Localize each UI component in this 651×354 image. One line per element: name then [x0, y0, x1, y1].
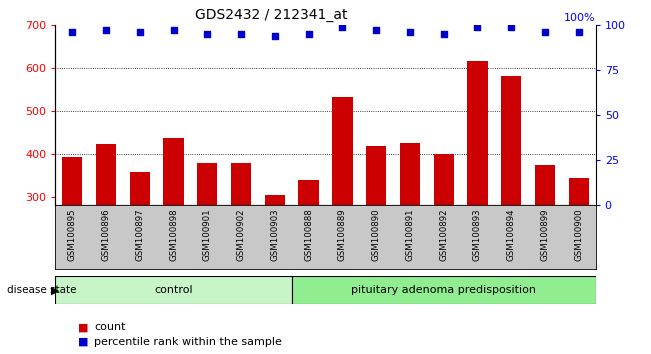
Text: disease state: disease state	[7, 285, 76, 295]
Point	[202, 31, 212, 37]
Point	[270, 33, 280, 39]
Bar	[130, 172, 150, 326]
Point	[472, 24, 482, 29]
Text: percentile rank within the sample: percentile rank within the sample	[94, 337, 283, 347]
Text: GSM100896: GSM100896	[102, 209, 111, 261]
Bar	[55, 276, 292, 304]
Text: GSM100890: GSM100890	[372, 209, 381, 261]
Text: GSM100899: GSM100899	[540, 209, 549, 261]
Text: GSM100895: GSM100895	[68, 209, 77, 261]
Text: ■: ■	[78, 337, 89, 347]
Bar	[332, 97, 353, 326]
Text: GSM100901: GSM100901	[203, 209, 212, 261]
Text: GSM100902: GSM100902	[236, 209, 245, 261]
Point	[439, 31, 449, 37]
Text: GSM100889: GSM100889	[338, 209, 347, 261]
Bar	[62, 157, 82, 326]
Text: pituitary adenoma predisposition: pituitary adenoma predisposition	[351, 285, 536, 295]
Point	[135, 29, 145, 35]
Bar	[501, 75, 521, 326]
Text: control: control	[154, 285, 193, 295]
Point	[67, 29, 77, 35]
Text: GSM100903: GSM100903	[270, 209, 279, 261]
Text: GSM100894: GSM100894	[506, 209, 516, 261]
Title: GDS2432 / 212341_at: GDS2432 / 212341_at	[195, 8, 348, 22]
Point	[506, 24, 516, 29]
Bar	[535, 165, 555, 326]
Point	[405, 29, 415, 35]
Point	[337, 24, 348, 29]
Text: GSM100897: GSM100897	[135, 209, 145, 261]
Point	[540, 29, 550, 35]
Bar	[292, 276, 596, 304]
Bar	[366, 146, 386, 326]
Bar	[96, 144, 116, 326]
Text: 100%: 100%	[564, 13, 596, 23]
Text: ▶: ▶	[51, 285, 59, 295]
Text: GSM100891: GSM100891	[406, 209, 415, 261]
Bar	[569, 178, 589, 326]
Text: GSM100888: GSM100888	[304, 209, 313, 261]
Bar	[467, 61, 488, 326]
Bar	[231, 163, 251, 326]
Bar	[299, 179, 319, 326]
Text: GSM100893: GSM100893	[473, 209, 482, 261]
Point	[169, 27, 179, 33]
Text: GSM100892: GSM100892	[439, 209, 448, 261]
Point	[101, 27, 111, 33]
Point	[303, 31, 314, 37]
Bar	[265, 195, 285, 326]
Text: count: count	[94, 322, 126, 332]
Bar	[197, 163, 217, 326]
Text: GSM100898: GSM100898	[169, 209, 178, 261]
Bar	[163, 138, 184, 326]
Point	[236, 31, 246, 37]
Bar	[400, 143, 420, 326]
Bar	[434, 154, 454, 326]
Point	[574, 29, 584, 35]
Point	[371, 27, 381, 33]
Text: ■: ■	[78, 322, 89, 332]
Text: GSM100900: GSM100900	[574, 209, 583, 261]
